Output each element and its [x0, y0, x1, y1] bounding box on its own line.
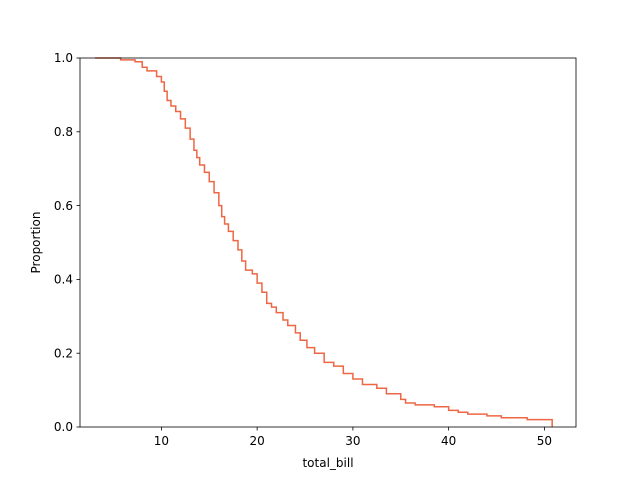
x-tick-label: 20 [250, 434, 265, 448]
x-tick-label: 30 [345, 434, 360, 448]
y-tick-label: 0.2 [54, 346, 73, 360]
y-tick-label: 1.0 [54, 51, 73, 65]
y-axis-label: Proportion [29, 212, 43, 274]
y-tick-label: 0.8 [54, 125, 73, 139]
plot-area [95, 57, 553, 427]
y-tick-label: 0.0 [54, 420, 73, 434]
x-axis-label: total_bill [302, 456, 353, 470]
y-tick-label: 0.6 [54, 199, 73, 213]
ecdf-step-line [95, 57, 553, 427]
x-tick-label: 40 [441, 434, 456, 448]
y-tick-label: 0.4 [54, 273, 73, 287]
x-tick-label: 50 [537, 434, 552, 448]
axes-frame [79, 57, 577, 428]
x-tick-label: 10 [154, 434, 169, 448]
axis-ticks: 10 20 30 40 50 0.0 0.2 0.4 0.6 0.8 1.0 [54, 51, 552, 448]
